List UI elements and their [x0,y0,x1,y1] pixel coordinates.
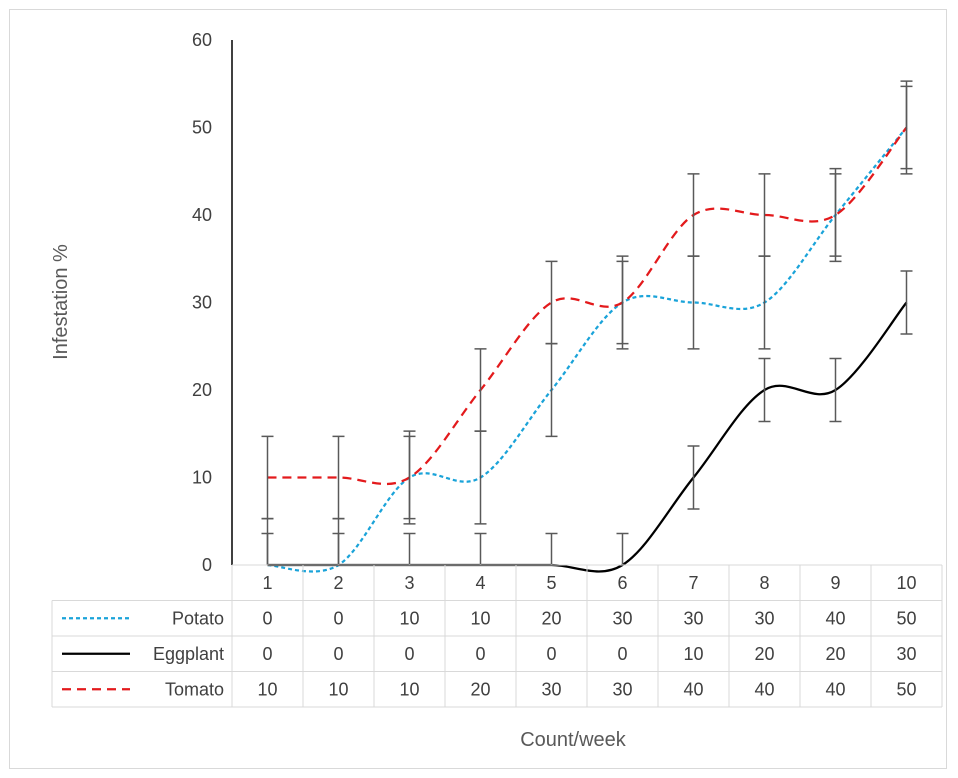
error-bar-eggplant [616,532,629,565]
x-tick-label: 7 [688,573,698,593]
error-bar-eggplant [332,532,345,565]
error-bar-eggplant [758,357,771,423]
x-tick-label: 3 [404,573,414,593]
data-label: 40 [825,608,845,628]
x-tick-label: 10 [896,573,916,593]
chart-frame [9,9,947,769]
data-label: 20 [470,679,490,699]
data-label: 0 [262,608,272,628]
series-line-potato [267,126,908,573]
data-label: 10 [470,608,490,628]
data-table: 1 2 3 4 5 6 7 8 9 10 Potato 0 0 10 10 20 30 30 30 40 50 Eggpl… [51,564,943,708]
x-tick-label: 4 [475,573,485,593]
data-label: 10 [328,679,348,699]
data-label: 0 [617,644,627,664]
data-label: 10 [683,644,703,664]
error-bar-potato [545,342,558,438]
error-bar-potato [758,255,771,350]
data-label: 30 [612,608,632,628]
y-tick-label: 30 [192,293,212,313]
x-tick-label: 2 [333,573,343,593]
y-tick-label: 50 [192,118,212,138]
data-label: 0 [262,644,272,664]
y-tick-label: 0 [202,555,212,575]
error-bar-tomato [332,435,345,520]
y-tick-label: 10 [192,468,212,488]
data-label: 30 [683,608,703,628]
data-label: 0 [404,644,414,664]
data-label: 30 [612,679,632,699]
legend-label-tomato: Tomato [165,679,224,699]
data-label: 10 [257,679,277,699]
data-label: 10 [399,608,419,628]
series-line-eggplant [267,301,908,573]
data-label: 50 [896,679,916,699]
x-tick-label: 8 [759,573,769,593]
y-tick-label: 40 [192,205,212,225]
legend-label-eggplant: Eggplant [153,644,224,664]
error-bar-tomato [758,173,771,257]
y-tick-labels: 0 10 20 30 40 50 60 [192,30,212,575]
x-tick-label: 5 [546,573,556,593]
x-tick-label: 9 [830,573,840,593]
error-bar-eggplant [545,532,558,565]
error-bar-tomato [900,85,913,170]
error-bar-tomato [616,260,629,345]
x-tick-label: 6 [617,573,627,593]
data-label: 40 [754,679,774,699]
error-bar-eggplant [474,532,487,565]
data-label: 30 [754,608,774,628]
error-bars [261,80,913,565]
error-bar-eggplant [687,445,700,510]
data-label: 20 [541,608,561,628]
error-bar-tomato [403,435,416,520]
data-label: 20 [825,644,845,664]
error-bar-eggplant [900,270,913,335]
error-bar-potato [474,430,487,525]
data-label: 30 [541,679,561,699]
error-bar-tomato [474,348,487,432]
y-tick-label: 20 [192,380,212,400]
y-tick-label: 60 [192,30,212,50]
x-axis-title: Count/week [520,729,627,751]
data-label: 0 [333,644,343,664]
error-bar-eggplant [403,532,416,565]
error-bar-tomato [261,435,274,520]
data-label: 40 [683,679,703,699]
data-label: 0 [333,608,343,628]
series-layer [267,126,908,573]
error-bar-tomato [829,173,842,257]
error-bar-tomato [687,173,700,257]
data-label: 40 [825,679,845,699]
error-bar-tomato [545,260,558,345]
data-label: 20 [754,644,774,664]
data-label: 30 [896,644,916,664]
legend-label-potato: Potato [172,608,224,628]
x-tick-label: 1 [262,573,272,593]
y-axis-title: Infestation % [50,244,72,360]
error-bar-eggplant [261,532,274,565]
series-line-tomato [267,126,908,486]
data-label: 0 [546,644,556,664]
data-label: 0 [475,644,485,664]
data-label: 10 [399,679,419,699]
error-bar-eggplant [829,357,842,423]
data-label: 50 [896,608,916,628]
